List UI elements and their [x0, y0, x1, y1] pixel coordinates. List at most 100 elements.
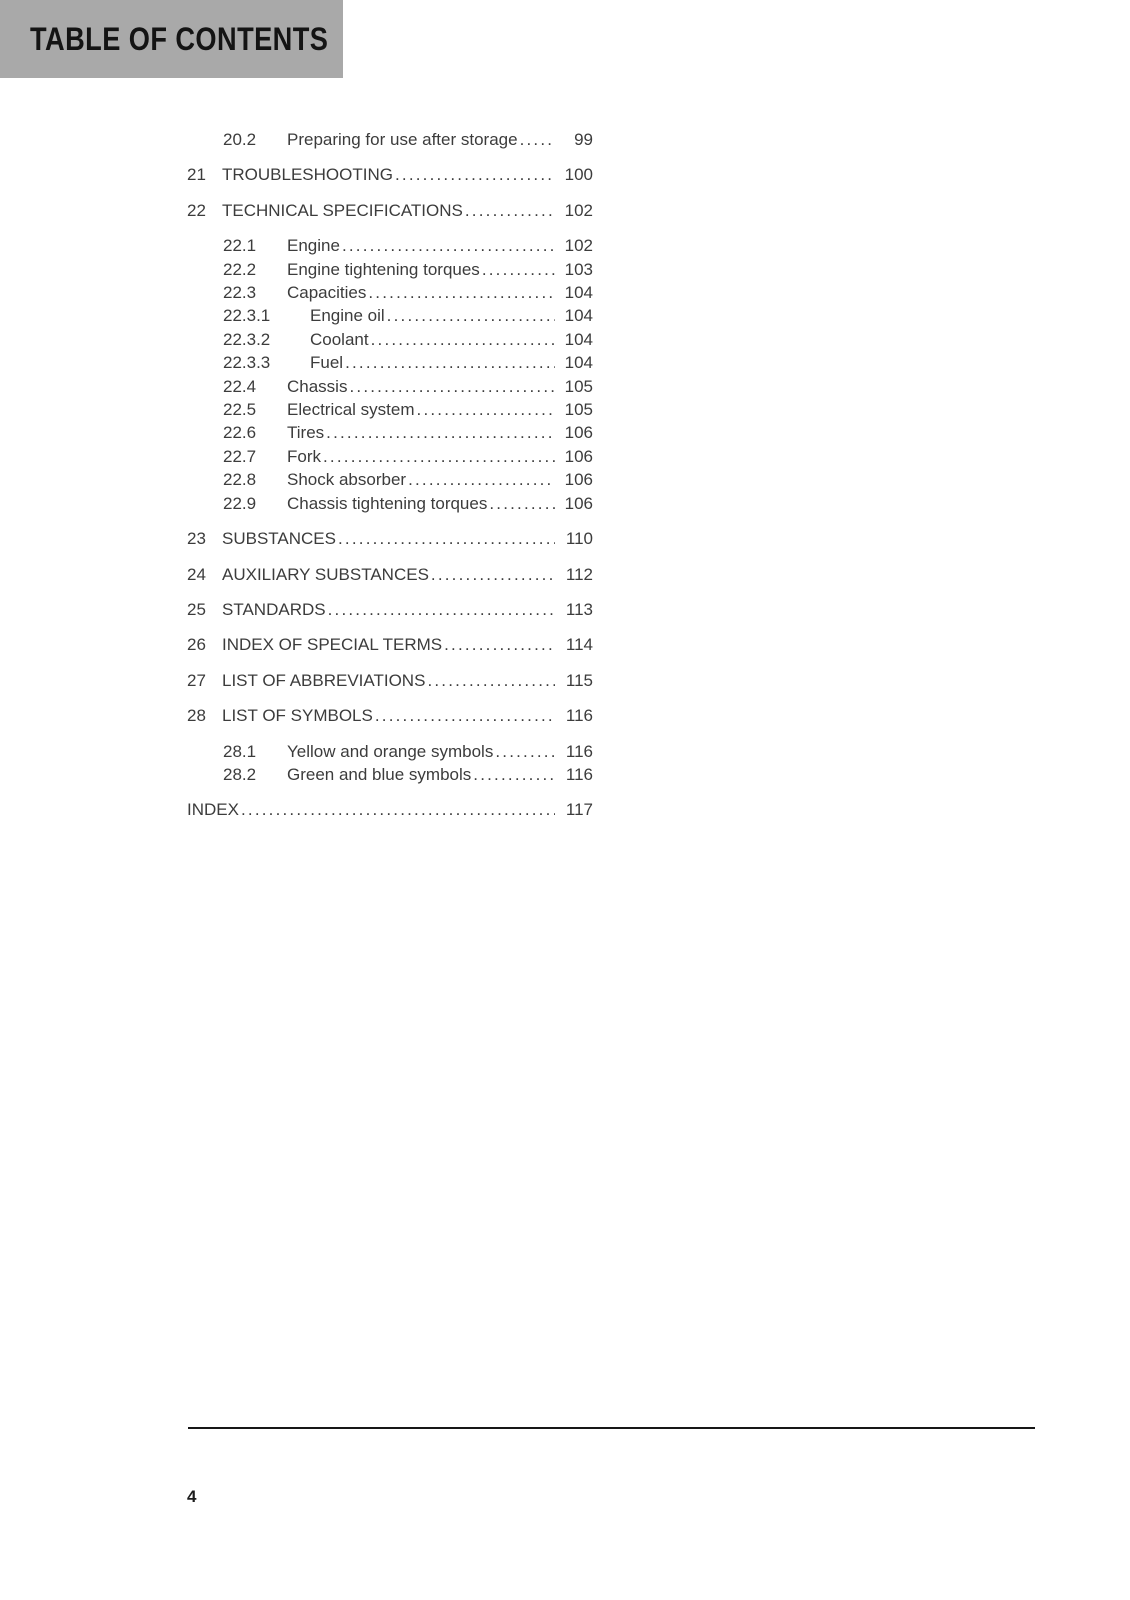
toc-leader-dots: [349, 375, 555, 398]
toc-entry-title: SUBSTANCES: [222, 529, 336, 549]
toc-entry-title: Engine tightening torques: [287, 259, 480, 279]
toc-entry-title: Chassis: [287, 376, 348, 396]
toc-entry: 22.3.3 Fuel 104: [187, 351, 593, 374]
toc-entry-page: 100: [564, 165, 593, 185]
toc-entry-number: 22.7: [223, 446, 257, 466]
toc-entry-page: 104: [564, 353, 593, 373]
toc-leader-dots: [473, 763, 555, 786]
toc-entry: 22.5 Electrical system 105: [187, 398, 593, 421]
toc-entry-title: STANDARDS: [222, 599, 326, 619]
toc-leader-dots: [323, 445, 555, 468]
toc-entry-number: 28.2: [223, 764, 257, 784]
toc-leader-dots: [520, 128, 555, 151]
toc-entry: 28 LIST OF SYMBOLS 116: [187, 704, 593, 727]
toc-leader-dots: [368, 281, 555, 304]
toc-entry: 20.2 Preparing for use after storage 99: [187, 128, 593, 151]
table-of-contents: 20.2 Preparing for use after storage 99 …: [187, 128, 593, 834]
toc-entry-page: 104: [564, 306, 593, 326]
toc-entry: 22 TECHNICAL SPECIFICATIONS 102: [187, 199, 593, 222]
page-header: TABLE OF CONTENTS: [0, 0, 343, 78]
toc-entry-title: Tires: [287, 423, 325, 443]
toc-entry-title: Engine: [287, 236, 340, 256]
toc-entry: 27 LIST OF ABBREVIATIONS 115: [187, 669, 593, 692]
toc-leader-dots: [375, 704, 555, 727]
toc-entry-page: 106: [564, 446, 593, 466]
toc-entry-number: 22.8: [223, 470, 257, 490]
toc-entry-page: 102: [564, 236, 593, 256]
toc-leader-dots: [482, 258, 555, 281]
toc-entry-number: 28: [187, 706, 206, 726]
toc-entry: 24 AUXILIARY SUBSTANCES 112: [187, 563, 593, 586]
toc-leader-dots: [408, 468, 555, 491]
toc-entry-number: 22.2: [223, 259, 257, 279]
toc-leader-dots: [338, 527, 555, 550]
toc-entry-title: AUXILIARY SUBSTANCES: [222, 564, 429, 584]
toc-leader-dots: [371, 328, 555, 351]
toc-entry: 22.7 Fork 106: [187, 445, 593, 468]
toc-entry-page: 106: [564, 493, 593, 513]
toc-entry-title: Green and blue symbols: [287, 764, 472, 784]
toc-entry-page: 116: [565, 741, 593, 761]
toc-entry-title: Shock absorber: [287, 470, 407, 490]
toc-entry-page: 104: [564, 329, 593, 349]
toc-entry-title: Preparing for use after storage: [287, 130, 518, 149]
toc-entry: 25 STANDARDS 113: [187, 598, 593, 621]
toc-entry-title: INDEX: [187, 800, 239, 820]
toc-entry: 22.3.2 Coolant 104: [187, 328, 593, 351]
toc-entry: 22.3.1 Engine oil 104: [187, 304, 593, 327]
toc-entry-page: 106: [564, 423, 593, 443]
toc-entry-number: 22.3.1: [223, 306, 271, 326]
toc-entry-number: 22.3: [223, 283, 257, 303]
toc-leader-dots: [345, 351, 555, 374]
toc-leader-dots: [427, 669, 555, 692]
toc-leader-dots: [241, 798, 555, 821]
toc-entry-number: 20.2: [223, 130, 257, 149]
toc-entry-number: 28.1: [223, 741, 257, 761]
toc-entry-page: 116: [565, 764, 593, 784]
toc-entry: 22.4 Chassis 105: [187, 375, 593, 398]
toc-entry-number: 22.3.2: [223, 329, 271, 349]
footer-page-number: 4: [187, 1487, 197, 1506]
toc-entry-page: 103: [564, 259, 593, 279]
toc-entry-page: 116: [565, 706, 593, 726]
toc-leader-dots: [387, 304, 555, 327]
toc-entry: 22.2 Engine tightening torques 103: [187, 258, 593, 281]
toc-entry-page: 106: [564, 470, 593, 490]
toc-entry: 22.3 Capacities 104: [187, 281, 593, 304]
toc-entry-number: 25: [187, 599, 206, 619]
toc-entry-page: 110: [565, 529, 593, 549]
toc-entry-title: Yellow and orange symbols: [287, 741, 494, 761]
toc-entry-title: TROUBLESHOOTING: [222, 165, 393, 185]
toc-entry-number: 22.1: [223, 236, 257, 256]
toc-leader-dots: [395, 163, 555, 186]
toc-entry-title: TECHNICAL SPECIFICATIONS: [222, 200, 463, 220]
toc-entry-page: 99: [574, 130, 593, 149]
toc-entry-page: 102: [564, 200, 593, 220]
toc-entry-page: 117: [565, 800, 593, 820]
toc-entry-page: 104: [564, 283, 593, 303]
toc-entry-page: 115: [565, 670, 593, 690]
toc-entry-title: Electrical system: [287, 400, 415, 420]
toc-entry-page: 113: [565, 599, 593, 619]
toc-leader-dots: [444, 633, 555, 656]
toc-entry-title: LIST OF ABBREVIATIONS: [222, 670, 426, 690]
toc-entry-title: Chassis tightening torques: [287, 493, 488, 513]
toc-entry-number: 22: [187, 200, 206, 220]
toc-entry-number: 27: [187, 670, 206, 690]
toc-entry-number: 24: [187, 564, 206, 584]
toc-entry: 22.9 Chassis tightening torques 106: [187, 492, 593, 515]
toc-entry: 22.8 Shock absorber 106: [187, 468, 593, 491]
toc-entry-page: 105: [564, 400, 593, 420]
toc-entry: 23 SUBSTANCES 110: [187, 527, 593, 550]
toc-leader-dots: [342, 234, 555, 257]
toc-entry-title: Coolant: [310, 329, 369, 349]
toc-entry-title: Fuel: [310, 353, 344, 373]
toc-entry-title: Fork: [287, 446, 321, 466]
page-title: TABLE OF CONTENTS: [30, 20, 329, 57]
toc-entry-page: 105: [564, 376, 593, 396]
toc-leader-dots: [326, 421, 555, 444]
toc-entry: 28.1 Yellow and orange symbols 116: [187, 740, 593, 763]
toc-entry: 26 INDEX OF SPECIAL TERMS 114: [187, 633, 593, 656]
toc-entry-number: 23: [187, 529, 206, 549]
toc-entry: 22.6 Tires 106: [187, 421, 593, 444]
